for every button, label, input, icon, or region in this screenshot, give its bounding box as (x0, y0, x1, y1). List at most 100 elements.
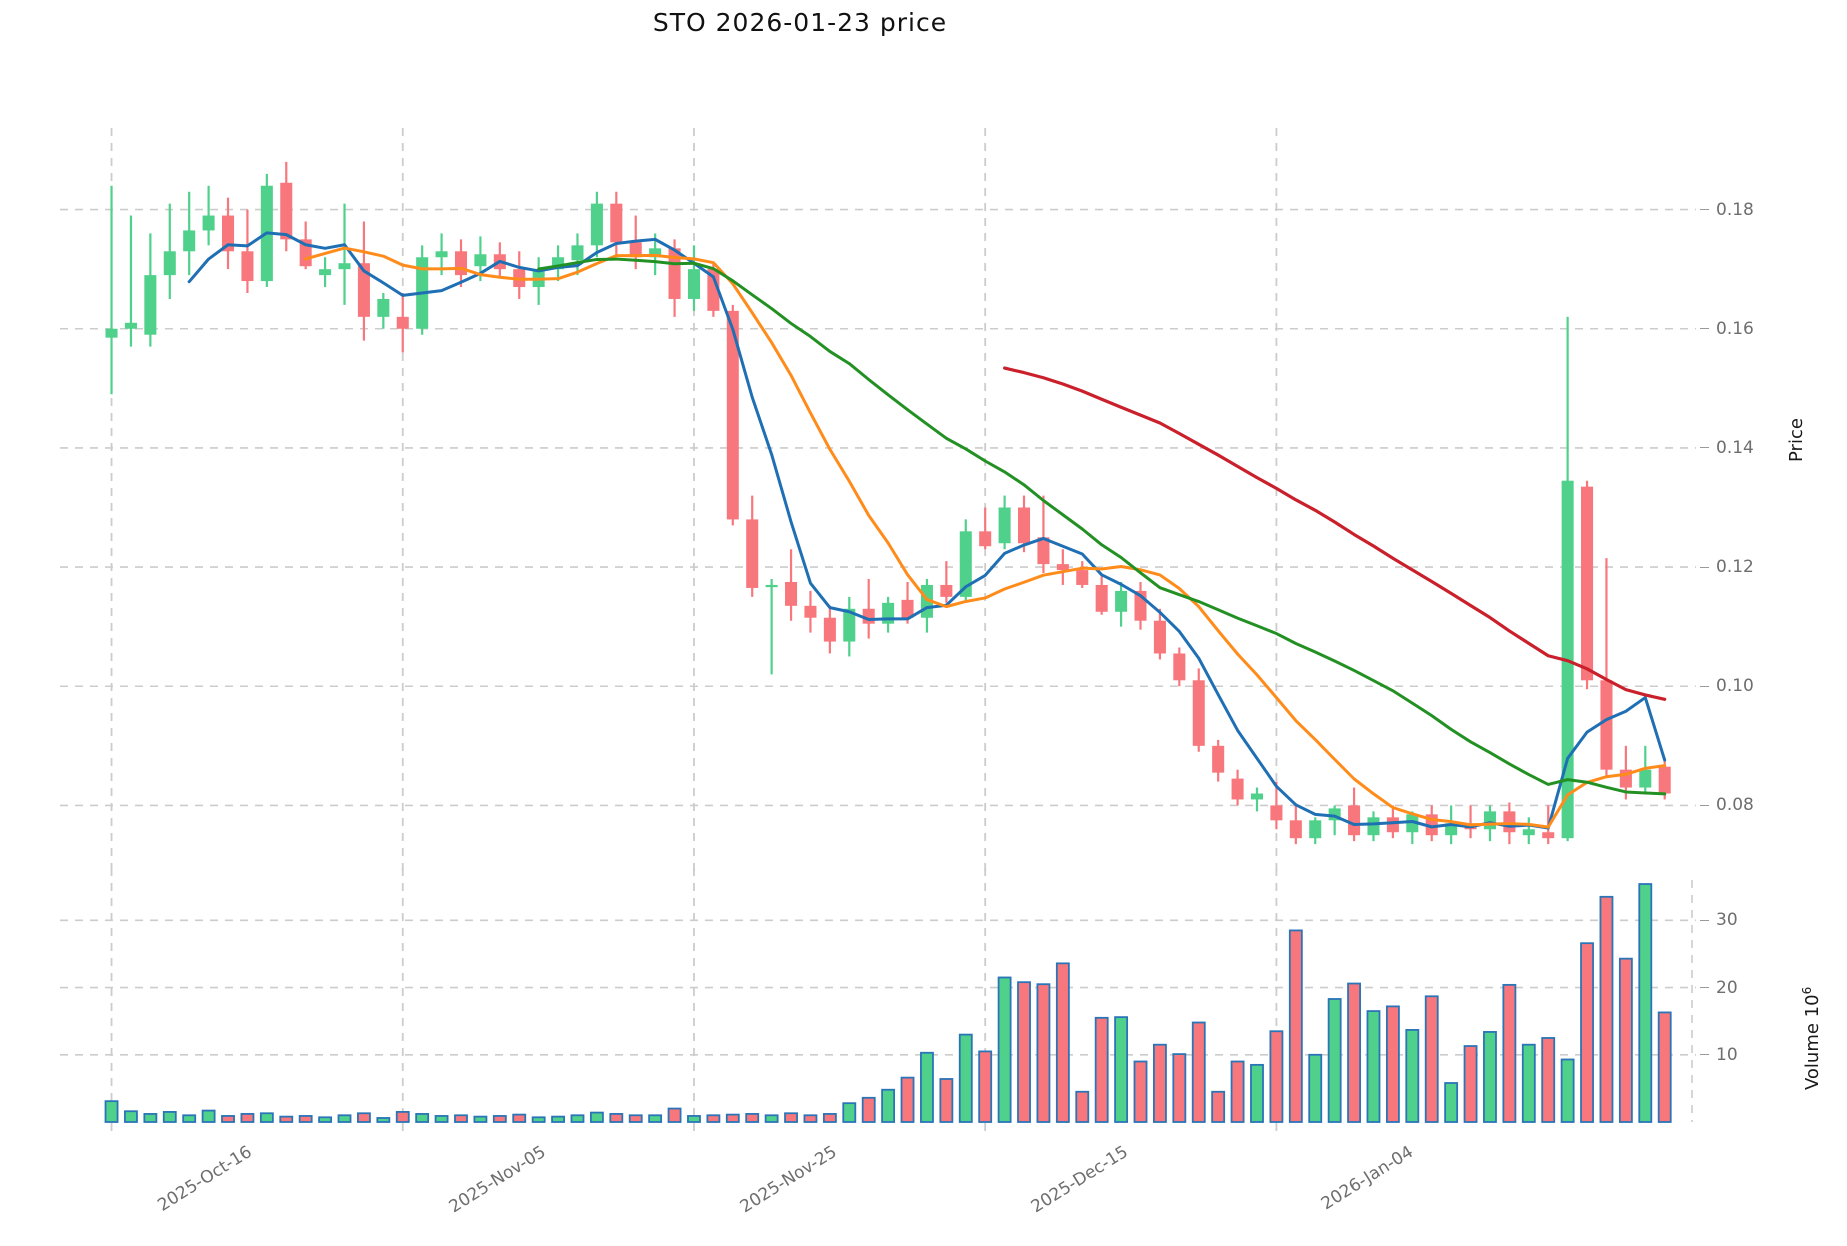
volume-bar (1638, 883, 1653, 1123)
candlestick (1192, 668, 1205, 752)
candlestick (804, 590, 817, 633)
volume-panel (60, 868, 1696, 1132)
candlestick (222, 197, 235, 270)
volume-bar (997, 976, 1012, 1123)
volume-bar (454, 1114, 468, 1123)
volume-bar (842, 1102, 857, 1123)
volume-bar (318, 1116, 333, 1123)
candlestick (785, 549, 798, 621)
volume-bar (609, 1113, 624, 1123)
volume-bar (298, 1115, 313, 1123)
volume-bar (1075, 1090, 1090, 1123)
ma-slow-line (537, 257, 1667, 796)
candlestick (765, 579, 778, 675)
volume-bar (1327, 998, 1342, 1123)
candlestick (280, 161, 293, 252)
candlestick (1095, 576, 1108, 615)
volume-bar (745, 1113, 760, 1123)
volume-bar (1580, 942, 1594, 1123)
volume-bar (337, 1114, 352, 1123)
volume-bar (1055, 962, 1070, 1123)
candlestick (668, 239, 681, 317)
candlestick (979, 507, 992, 550)
volume-bar (1502, 983, 1517, 1123)
volume-bar (1444, 1082, 1459, 1123)
volume-bar (201, 1109, 216, 1123)
candlestick (746, 495, 759, 597)
volume-tick-label: 20 (1700, 978, 1738, 998)
candlestick (1600, 558, 1613, 776)
candlestick (882, 596, 895, 633)
candlestick (1328, 805, 1341, 836)
price-tick-label: 0.14 (1700, 438, 1754, 458)
candlestick (183, 191, 196, 276)
candlestick (571, 233, 584, 276)
candlestick (1250, 787, 1264, 812)
volume-bar (1521, 1043, 1536, 1123)
volume-bar (1424, 995, 1439, 1123)
candlestick (959, 519, 972, 603)
candlestick (1037, 495, 1050, 574)
volume-bar (1114, 1016, 1129, 1123)
volume-bar (1017, 981, 1031, 1123)
candlestick (1231, 769, 1244, 806)
volume-bar (240, 1113, 255, 1123)
volume-bar (1560, 1058, 1575, 1123)
volume-bar (376, 1117, 391, 1123)
chart-title: STO 2026-01-23 price (652, 8, 948, 37)
candlestick (338, 203, 351, 305)
x-tick-label: 2025-Oct-16 (153, 1142, 256, 1216)
volume-bar (512, 1113, 527, 1123)
volume-bar (725, 1113, 740, 1123)
candlestick (357, 221, 370, 341)
volume-bar (551, 1115, 565, 1123)
volume-bar (667, 1107, 682, 1123)
candlestick (1018, 495, 1031, 553)
candlestick (823, 605, 836, 654)
candlestick (1581, 480, 1594, 690)
volume-bar (1308, 1053, 1323, 1123)
volume-bar (648, 1114, 663, 1123)
volume-bar (1599, 895, 1614, 1123)
volume-bar (1483, 1031, 1497, 1123)
volume-bar (1230, 1060, 1245, 1123)
candlestick (1076, 561, 1089, 588)
volume-bar (531, 1116, 546, 1123)
candlestick (552, 245, 565, 282)
volume-bar (1153, 1043, 1167, 1123)
candlestick (1367, 811, 1380, 842)
price-plot (60, 128, 1696, 877)
volume-bar (1036, 983, 1051, 1123)
volume-bar (628, 1114, 643, 1123)
candlestick (1153, 608, 1166, 660)
candlestick (843, 596, 856, 657)
candlestick (862, 579, 875, 639)
candlestick (1406, 811, 1419, 845)
volume-bar (784, 1112, 798, 1123)
volume-bar (978, 1050, 993, 1123)
volume-tick-label: 30 (1700, 910, 1738, 930)
candlestick (707, 263, 720, 317)
volume-bar (822, 1113, 837, 1123)
volume-bar (473, 1115, 488, 1123)
volume-bar (687, 1115, 701, 1123)
candlestick (1212, 739, 1225, 782)
candlestick (1115, 581, 1128, 627)
ma-long-line (1003, 366, 1667, 701)
candlestick (1056, 549, 1069, 585)
volume-bar (415, 1113, 430, 1123)
x-tick-label: 2025-Nov-25 (736, 1142, 841, 1218)
volume-bar (1405, 1029, 1420, 1123)
volume-axis-exponent: 6 (1800, 986, 1814, 995)
volume-bar (395, 1111, 410, 1123)
candlestick (202, 185, 215, 246)
candlestick (319, 257, 332, 288)
volume-bar (1541, 1037, 1556, 1123)
x-tick-label: 2025-Dec-15 (1027, 1142, 1132, 1218)
volume-bar (124, 1110, 138, 1123)
price-tick-label: 0.08 (1700, 795, 1754, 815)
candlestick (610, 191, 623, 258)
x-tick-label: 2025-Nov-05 (445, 1142, 550, 1218)
volume-bar (434, 1115, 449, 1123)
